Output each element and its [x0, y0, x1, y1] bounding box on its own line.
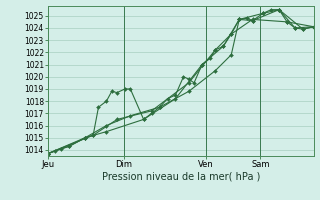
X-axis label: Pression niveau de la mer( hPa ): Pression niveau de la mer( hPa ): [102, 172, 260, 182]
